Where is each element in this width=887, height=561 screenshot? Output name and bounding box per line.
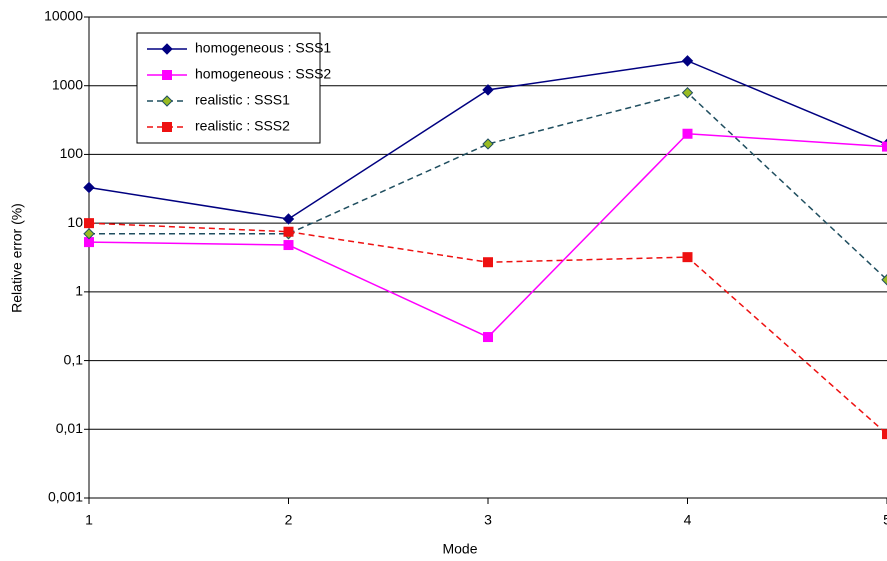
y-tick-label: 0,001	[48, 489, 83, 505]
y-tick-label: 1	[75, 283, 83, 299]
marker	[161, 43, 173, 55]
marker	[882, 141, 887, 152]
marker	[162, 122, 172, 132]
y-tick-label: 10000	[44, 8, 83, 24]
marker	[681, 87, 694, 99]
marker	[881, 274, 887, 286]
legend-label: homogeneous : SSS2	[195, 66, 331, 82]
x-tick-label: 2	[285, 512, 293, 528]
y-tick-label: 0,1	[64, 351, 84, 367]
x-tick-label: 5	[883, 512, 887, 528]
legend-label: homogeneous : SSS1	[195, 40, 331, 56]
legend: homogeneous : SSS1 homogeneous : SSS2 real…	[136, 32, 331, 144]
y-tick-label: 10	[67, 214, 83, 230]
marker	[283, 240, 294, 251]
marker	[482, 84, 494, 96]
y-tick-label: 0,01	[56, 420, 83, 436]
series-line	[88, 222, 887, 435]
series-line	[89, 91, 887, 281]
marker	[162, 70, 172, 80]
legend-label: realistic : SSS2	[195, 118, 290, 134]
y-tick-label: 1000	[52, 76, 83, 92]
x-tick-label: 4	[684, 512, 692, 528]
marker	[482, 138, 494, 150]
marker	[83, 181, 95, 194]
marker	[283, 226, 294, 237]
x-tick-label: 3	[484, 512, 492, 528]
y-axis-label: Relative error (%)	[9, 203, 25, 313]
marker	[483, 257, 493, 268]
marker	[83, 228, 95, 240]
marker	[282, 213, 295, 225]
marker	[84, 218, 94, 229]
x-axis-label: Mode	[442, 541, 477, 557]
marker	[682, 128, 693, 139]
series-line	[88, 132, 887, 338]
marker	[483, 332, 493, 343]
marker	[161, 95, 173, 107]
legend-label: realistic : SSS1	[195, 92, 290, 108]
x-tick-label: 1	[85, 512, 93, 528]
marker	[682, 252, 693, 263]
marker	[882, 429, 887, 440]
marker	[681, 55, 694, 67]
y-tick-label: 100	[60, 145, 84, 161]
